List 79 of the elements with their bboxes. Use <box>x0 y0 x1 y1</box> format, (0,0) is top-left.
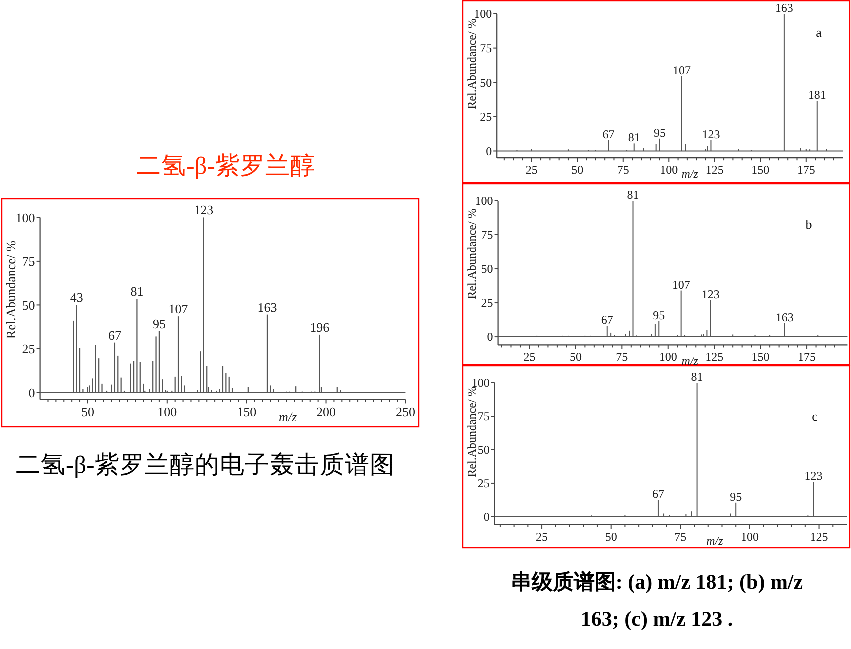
x-tick-label: 50 <box>605 530 618 544</box>
y-tick-label: 50 <box>478 443 490 458</box>
annotation: 81 <box>627 188 640 202</box>
annotation: 163 <box>776 310 794 324</box>
y-tick-label: 25 <box>480 110 492 124</box>
x-axis-title: m/z <box>706 534 724 548</box>
x-tick-label: 100 <box>659 350 678 364</box>
x-axis-title: m/z <box>682 354 699 368</box>
x-tick-label: 50 <box>572 163 584 178</box>
x-tick-label: 100 <box>740 530 759 544</box>
x-tick-label: 100 <box>660 163 678 178</box>
y-tick-label: 50 <box>480 76 492 90</box>
annotation: 123 <box>194 202 214 218</box>
y-tick-label: 75 <box>480 42 492 56</box>
annotation: 181 <box>808 88 826 102</box>
annotation: 95 <box>653 308 666 322</box>
text: 串级质谱图: (a) m/z 181; (b) m/z 163; (c) m/z 123 . <box>510 569 804 633</box>
annotation: 81 <box>628 130 640 145</box>
annotation: 95 <box>654 126 666 140</box>
annotation: 95 <box>730 490 742 504</box>
annotation: 123 <box>702 287 720 302</box>
annotation: 107 <box>672 63 691 78</box>
x-tick-label: 150 <box>752 163 770 178</box>
y-tick-label: 50 <box>481 262 494 276</box>
x-tick-label: 125 <box>706 163 724 178</box>
annotation: 67 <box>601 313 614 328</box>
x-tick-label: 50 <box>81 404 94 420</box>
y-tick-label: 75 <box>481 228 494 242</box>
y-tick-label: 0 <box>486 144 492 158</box>
x-tick-label: 75 <box>674 530 687 544</box>
annotation: 196 <box>310 320 330 335</box>
annotation: 123 <box>702 127 720 142</box>
x-tick-label: 75 <box>617 163 630 178</box>
x-axis-title: m/z <box>682 167 699 182</box>
x-tick-label: 100 <box>158 404 178 420</box>
text: c <box>812 409 818 424</box>
y-tick-label: 75 <box>22 254 36 269</box>
x-tick-label: 175 <box>798 350 816 364</box>
x-tick-label: 250 <box>396 404 416 420</box>
x-axis-title: m/z <box>279 410 298 425</box>
x-tick-label: 175 <box>797 163 816 178</box>
y-tick-label: 0 <box>484 510 490 524</box>
y-axis-title: Rel.Abundance/ % <box>465 386 479 478</box>
annotation: 67 <box>652 487 664 502</box>
y-tick-label: 50 <box>22 298 36 313</box>
x-tick-label: 25 <box>526 163 538 178</box>
y-axis-title: Rel.Abundance/ % <box>4 240 18 340</box>
x-tick-label: 25 <box>524 350 536 364</box>
x-tick-label: 150 <box>752 350 770 364</box>
y-tick-label: 25 <box>478 476 490 491</box>
x-tick-label: 125 <box>706 350 724 364</box>
annotation: 67 <box>108 328 122 343</box>
x-tick-label: 200 <box>316 404 336 420</box>
text: b <box>806 217 812 232</box>
annotation: 95 <box>152 316 166 332</box>
annotation: 163 <box>775 1 794 15</box>
y-axis-title: Rel.Abundance/ % <box>465 18 479 110</box>
y-tick-label: 100 <box>475 194 494 208</box>
annotation: 81 <box>691 370 704 384</box>
y-axis-title: Rel.Abundance/ % <box>465 208 479 300</box>
text: a <box>816 25 822 40</box>
annotation: 123 <box>804 469 823 484</box>
x-tick-label: 125 <box>810 530 828 544</box>
text: 二氢-β-紫罗兰醇的电子轰击质谱图 <box>16 451 396 481</box>
x-tick-label: 150 <box>237 404 257 420</box>
x-tick-label: 50 <box>570 350 582 364</box>
y-tick-label: 0 <box>487 330 494 344</box>
annotation: 107 <box>168 302 189 317</box>
annotation: 107 <box>672 278 690 292</box>
annotation: 67 <box>602 127 615 142</box>
chart-title: 二氢-β-紫罗兰醇 <box>136 153 316 180</box>
annotation: 43 <box>70 290 84 306</box>
x-tick-label: 25 <box>536 530 548 544</box>
y-tick-label: 25 <box>481 296 494 310</box>
x-tick-label: 75 <box>616 350 628 364</box>
y-tick-label: 0 <box>28 385 36 400</box>
y-tick-label: 100 <box>16 210 36 226</box>
annotation: 81 <box>130 284 144 300</box>
annotation: 163 <box>258 300 278 315</box>
